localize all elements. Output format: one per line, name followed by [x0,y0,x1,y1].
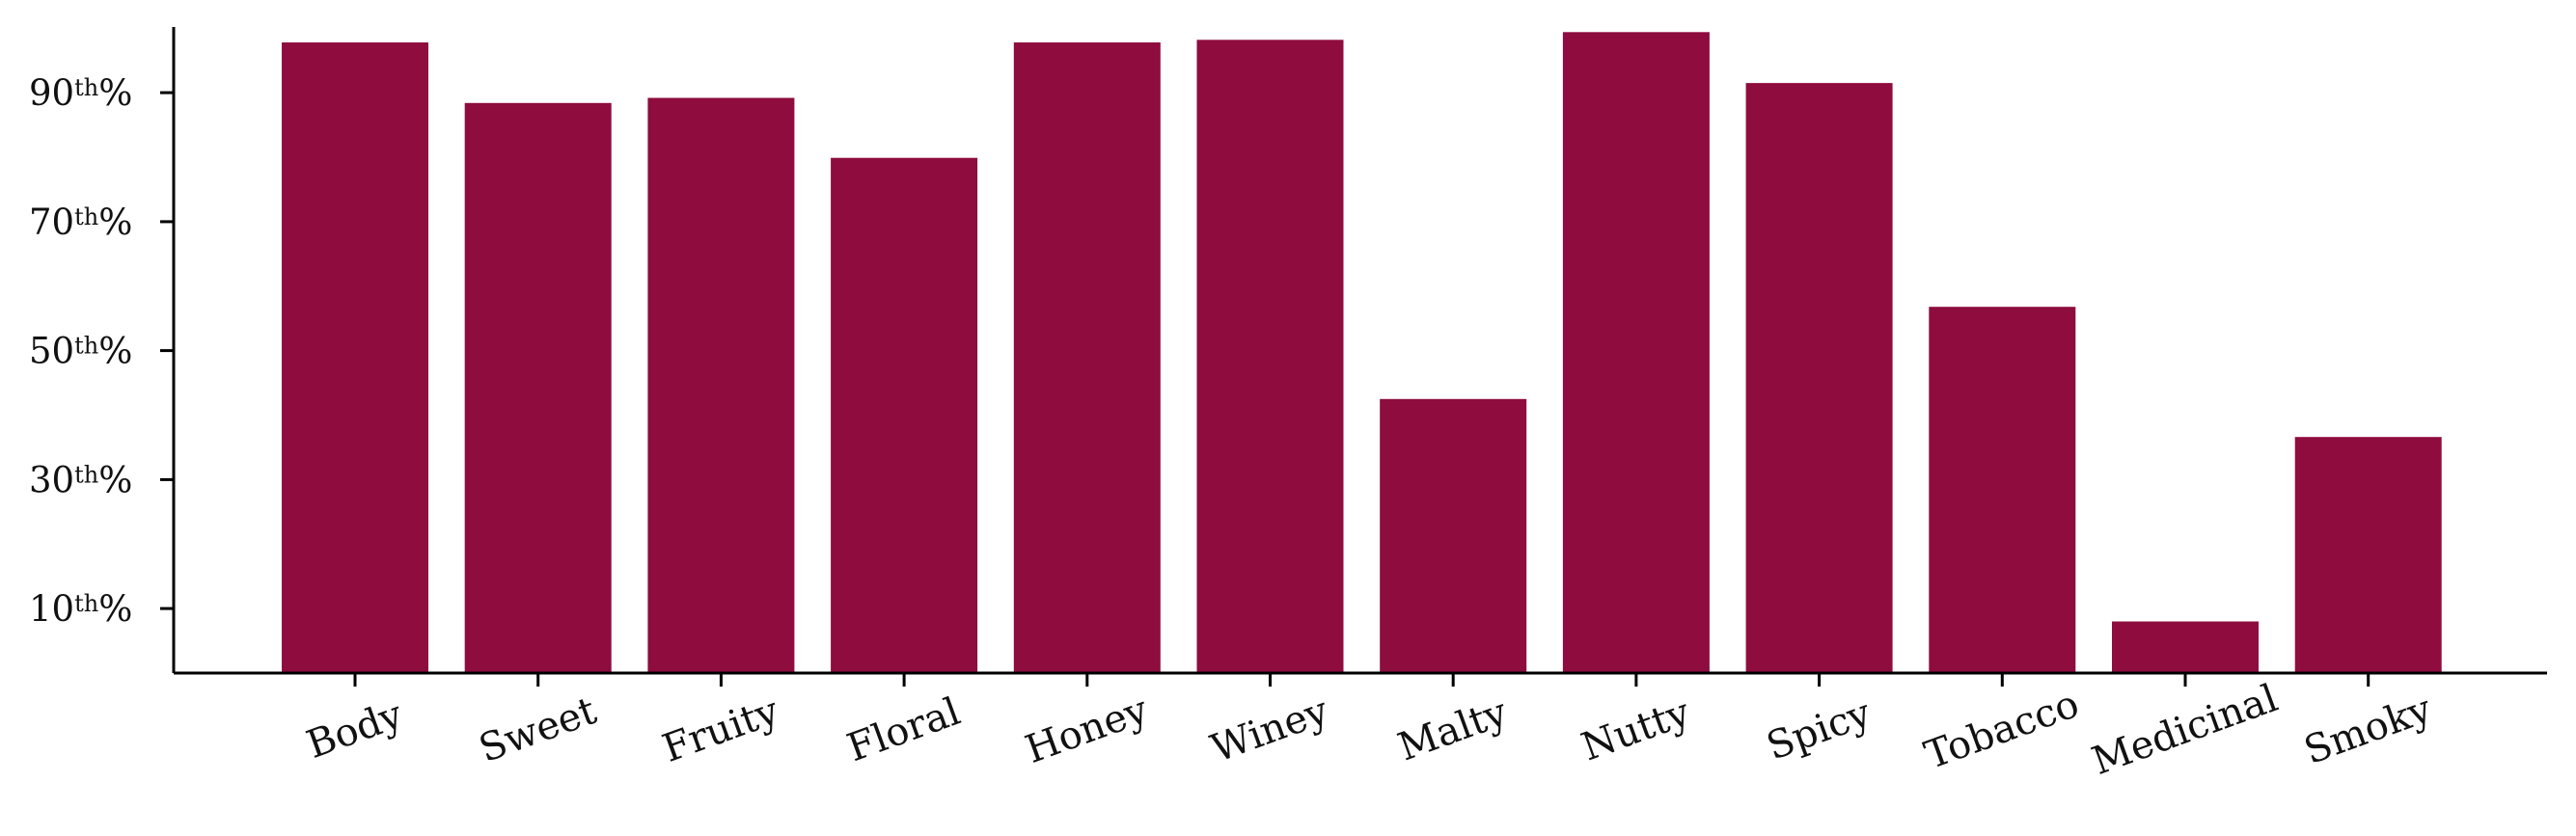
bar-tobacco [1929,307,2076,673]
bar-smoky [2294,437,2442,673]
x-tick-label-tobacco: Tobacco [1919,682,2085,778]
y-tick-label-10: 10th% [29,588,132,630]
x-tick-label-medicinal: Medicinal [2087,676,2284,784]
bar-nutty [1562,32,1710,674]
bar-malty [1380,398,1527,673]
y-tick-label-50: 50th% [29,331,132,372]
x-tick-label-smoky: Smoky [2298,687,2437,773]
x-tick-label-sweet: Sweet [474,688,602,771]
bar-spicy [1745,83,1893,674]
bars-group [282,32,2442,674]
x-tick-label-body: Body [301,692,409,768]
bar-winey [1196,40,1344,674]
bar-honey [1013,42,1161,673]
x-tick-label-floral: Floral [841,689,966,770]
bar-sweet [464,102,612,674]
y-tick-label-30: 30th% [29,459,132,500]
y-tick-label-70: 70th% [29,202,132,243]
bar-fruity [647,97,795,673]
x-tick-label-malty: Malty [1392,689,1513,769]
x-tick-label-nutty: Nutty [1576,690,1696,770]
y-tick-label-90: 90th% [29,72,132,114]
x-tick-label-winey: Winey [1205,688,1334,771]
bar-body [282,42,428,673]
x-tick-label-honey: Honey [1020,688,1154,772]
x-tick-label-fruity: Fruity [657,688,785,771]
x-tick-label-spicy: Spicy [1761,690,1877,769]
y-axis-ticks: 10th% 30th% 50th% 70th% 90th% [29,72,174,630]
bar-medicinal [2112,621,2259,673]
x-axis-ticks: Body Sweet Fruity Floral Honey Winey Malty Nutt… [301,673,2438,784]
bar-floral [831,157,978,673]
